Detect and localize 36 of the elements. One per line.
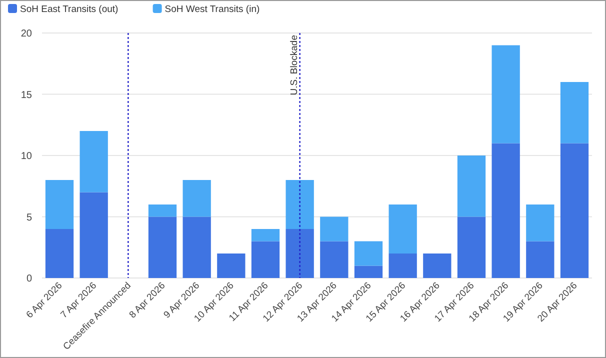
y-tick-label: 10 xyxy=(20,151,32,162)
bar xyxy=(354,241,383,266)
bar xyxy=(354,266,383,278)
y-tick-label: 15 xyxy=(20,90,32,101)
bar xyxy=(148,204,177,217)
bar xyxy=(423,254,452,278)
bar xyxy=(80,192,108,278)
bar xyxy=(320,216,348,242)
legend-label: SoH West Transits (in) xyxy=(164,4,260,15)
bar xyxy=(388,254,417,278)
bar xyxy=(560,82,589,144)
bar xyxy=(526,241,554,278)
bar xyxy=(45,229,74,278)
bar xyxy=(80,131,108,192)
bar xyxy=(320,241,348,278)
bar xyxy=(286,229,314,278)
bar xyxy=(251,229,280,242)
bar xyxy=(148,216,177,278)
bar xyxy=(388,204,417,254)
legend-label: SoH East Transits (out) xyxy=(20,4,118,15)
bar xyxy=(526,204,554,242)
y-tick-label: 20 xyxy=(20,28,32,40)
bar xyxy=(182,180,211,217)
y-tick-label: 5 xyxy=(26,212,32,224)
bar xyxy=(457,216,486,278)
ref-line-label: U.S. Blockade xyxy=(288,35,300,96)
bar xyxy=(560,143,589,278)
bar xyxy=(251,241,280,278)
bar xyxy=(457,156,486,217)
bar xyxy=(492,143,520,278)
bar xyxy=(217,254,246,278)
bar xyxy=(45,180,74,229)
bar xyxy=(286,180,314,229)
y-tick-label: 0 xyxy=(26,274,32,284)
bar xyxy=(492,45,520,144)
bar xyxy=(182,216,211,278)
